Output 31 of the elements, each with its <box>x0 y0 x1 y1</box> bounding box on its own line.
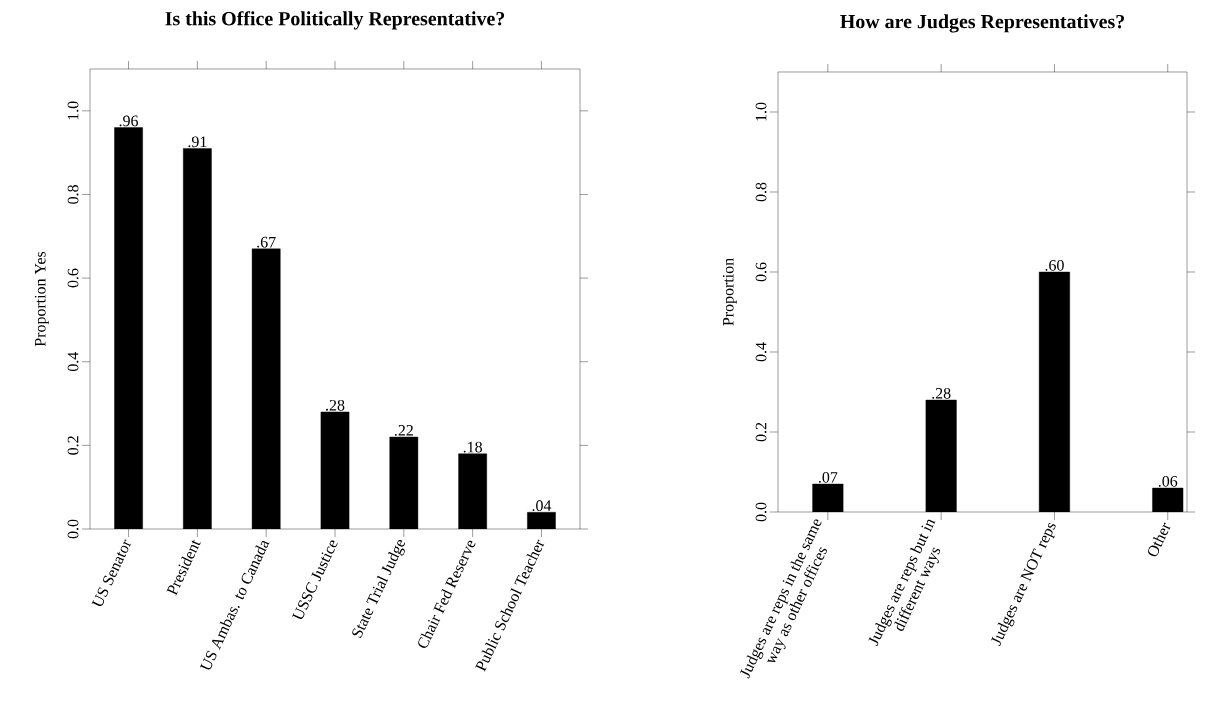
data-label: .04 <box>532 500 552 512</box>
x-tick-label: USSC Justice <box>292 540 338 619</box>
y-tick-label: 0.6 <box>67 268 79 288</box>
data-label: .28 <box>932 387 951 399</box>
y-tick-label: 0.4 <box>755 342 767 362</box>
y-tick-label: 0.4 <box>67 352 79 372</box>
x-tick-label: Other <box>1148 522 1171 557</box>
chart-title: Is this Office Politically Representative? <box>165 11 505 30</box>
y-axis-title: Proportion <box>722 258 737 326</box>
data-label: .07 <box>818 471 838 483</box>
y-tick-label: 0.6 <box>755 262 767 282</box>
y-axis-title: Proportion Yes <box>34 251 49 347</box>
y-tick-label: 0.8 <box>755 182 767 202</box>
y-tick-label: 1.0 <box>67 101 79 120</box>
data-label: .67 <box>257 236 276 248</box>
chart-title: How are Judges Representatives? <box>840 14 1125 33</box>
y-tick-label: 0.0 <box>755 502 767 522</box>
data-label: .06 <box>1158 475 1178 487</box>
x-tick-label: Judges are NOT reps <box>991 522 1056 647</box>
data-label: .96 <box>119 115 139 127</box>
y-tick-label: 0.8 <box>67 185 79 204</box>
y-tick-label: 0.2 <box>67 436 79 455</box>
data-label: .60 <box>1045 259 1064 271</box>
data-label: .18 <box>463 441 482 453</box>
y-tick-label: 1.0 <box>755 102 767 121</box>
data-label: .22 <box>394 425 413 436</box>
data-label: .91 <box>188 136 207 148</box>
y-tick-label: 0.0 <box>67 519 79 539</box>
y-tick-label: 0.2 <box>755 422 767 442</box>
x-tick-label: State Trial Judge <box>352 540 406 639</box>
data-label: .28 <box>326 399 345 411</box>
